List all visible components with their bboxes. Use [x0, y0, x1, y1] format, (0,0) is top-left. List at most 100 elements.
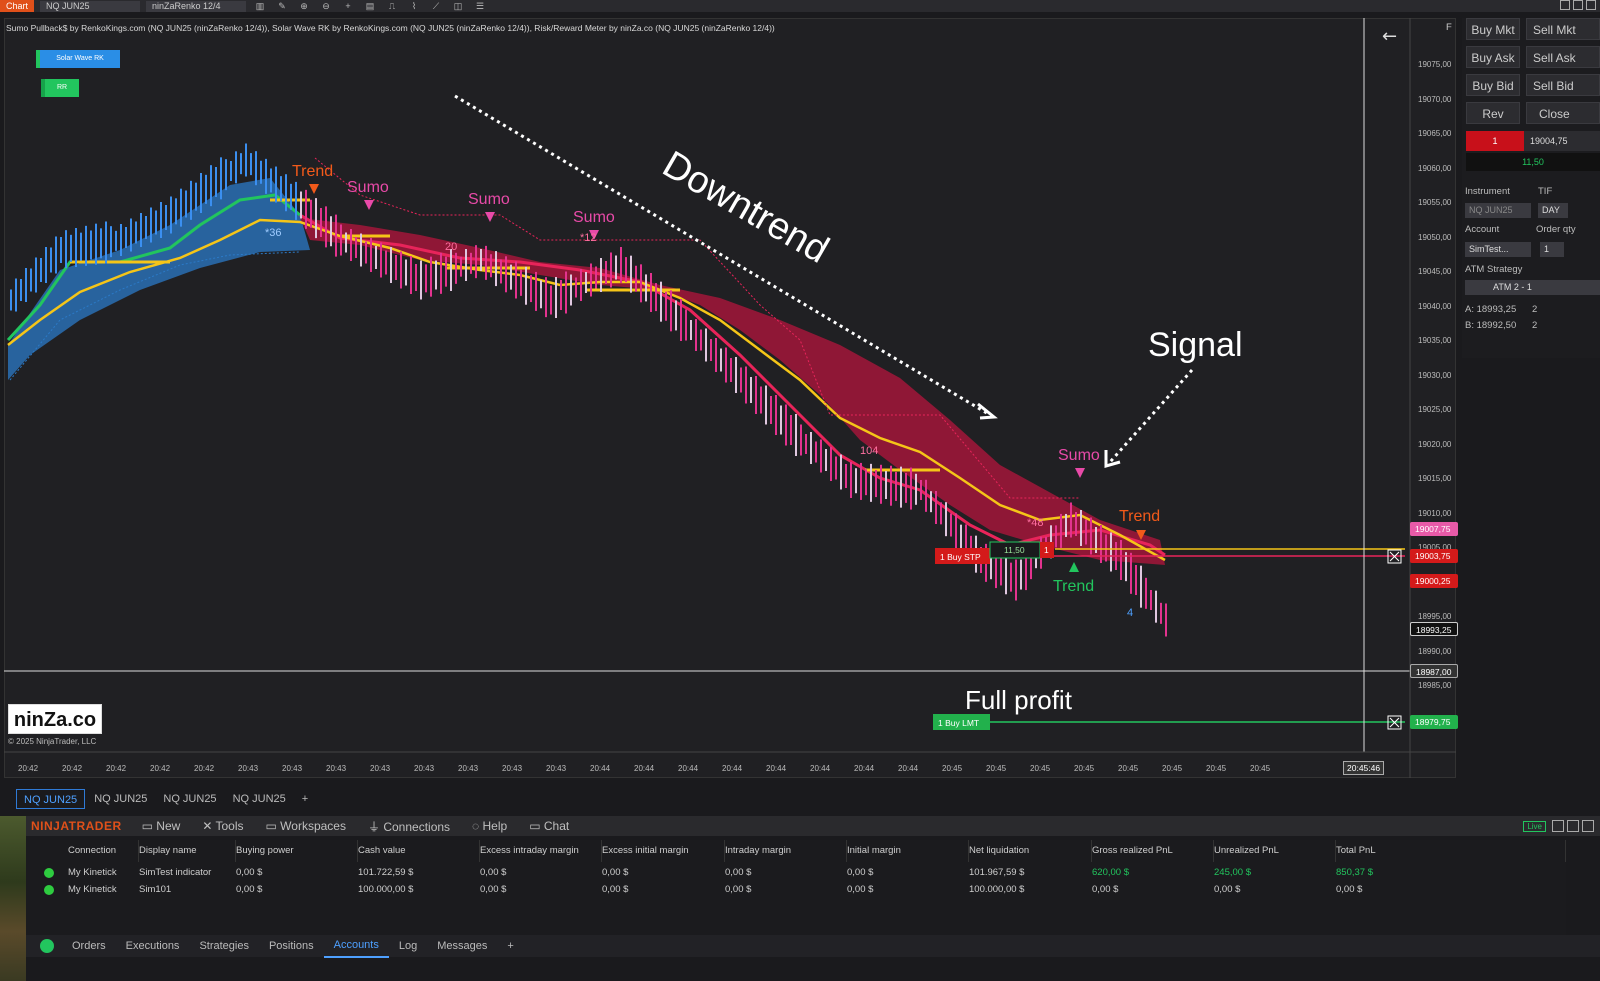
chart-tab-3[interactable]: NQ JUN25 [163, 793, 217, 805]
sell-bid-button[interactable]: Sell Bid [1526, 74, 1600, 96]
price-tag-target: 18979,75 [1410, 715, 1458, 729]
buy-bid-button[interactable]: Buy Bid [1466, 74, 1520, 96]
chart-tabstrip: NQ JUN25 NQ JUN25 NQ JUN25 NQ JUN25 + [16, 789, 315, 809]
renko-bar [930, 491, 932, 513]
menu-help[interactable]: ◌ Help [472, 819, 507, 833]
tab-messages[interactable]: Messages [437, 940, 488, 952]
tab-log[interactable]: Log [398, 940, 418, 952]
menu-chat[interactable]: ▭ Chat [529, 819, 569, 833]
tab-strategies[interactable]: Strategies [199, 940, 249, 952]
close-icon[interactable] [1586, 0, 1596, 10]
column-header[interactable]: Net liquidation [969, 840, 1092, 862]
bars-icon[interactable]: ▥ [255, 0, 265, 11]
account-cell: 0,00 $ [602, 884, 629, 895]
tab-executions[interactable]: Executions [125, 940, 180, 952]
renko-bar [1090, 517, 1092, 555]
price-axis-label: 18985,00 [1418, 681, 1452, 690]
chart-toolbar: Chart NQ JUN25 ninZaRenko 12/4 ▥ ✎ ⊕ ⊖ +… [0, 0, 1600, 12]
pencil-icon[interactable]: ✎ [278, 0, 286, 11]
legend-solar-wave[interactable]: Solar Wave RK [36, 50, 120, 68]
renko-bar [1015, 559, 1017, 601]
buy-market-button[interactable]: Buy Mkt [1466, 18, 1520, 40]
menu-connections[interactable]: ⏚ Connections [368, 818, 450, 835]
column-header[interactable]: Total PnL [1336, 840, 1566, 862]
atm-strategy-field[interactable]: ATM 2 - 1 [1465, 280, 1600, 295]
renko-bar [1000, 557, 1002, 586]
buy-ask-button[interactable]: Buy Ask [1466, 46, 1520, 68]
instrument-field[interactable]: NQ JUN25 [1465, 203, 1531, 218]
column-header[interactable]: Unrealized PnL [1214, 840, 1336, 862]
renko-bar [660, 281, 662, 322]
renko-bar [845, 464, 847, 488]
pnl-label: 11,50 [1004, 545, 1025, 555]
column-header[interactable]: Display name [139, 840, 236, 862]
renko-bar [815, 441, 817, 463]
sell-market-button[interactable]: Sell Mkt [1526, 18, 1600, 40]
renko-bar [860, 462, 862, 500]
f-label[interactable]: F [1446, 22, 1452, 33]
renko-bar [875, 470, 877, 498]
renko-bar [840, 454, 842, 490]
price-axis-label: 19075,00 [1418, 60, 1452, 69]
column-header[interactable]: Cash value [358, 840, 480, 862]
add-tab-icon[interactable]: + [301, 793, 309, 805]
legend-rr[interactable]: RR [41, 79, 79, 97]
column-header[interactable]: Gross realized PnL [1092, 840, 1214, 862]
cc-maximize-icon[interactable] [1567, 820, 1579, 832]
column-header[interactable]: Excess initial margin [602, 840, 725, 862]
column-header[interactable]: Excess intraday margin [480, 840, 602, 862]
time-axis-label: 20:45 [1030, 764, 1051, 773]
column-header[interactable]: Buying power [236, 840, 358, 862]
zoom-out-icon[interactable]: ⊖ [322, 0, 330, 11]
renko-bar [580, 269, 582, 301]
close-position-button[interactable]: Close [1526, 102, 1600, 124]
cc-minimize-icon[interactable] [1552, 820, 1564, 832]
order-qty-field[interactable]: 1 [1540, 242, 1564, 257]
menu-tools[interactable]: ✕ Tools [202, 819, 243, 833]
minimize-icon[interactable] [1560, 0, 1570, 10]
strategy-icon[interactable]: ⎍ [388, 0, 396, 11]
reverse-button[interactable]: Rev [1466, 102, 1520, 124]
properties-icon[interactable]: ▤ [365, 0, 375, 11]
chart-tab-4[interactable]: NQ JUN25 [232, 793, 286, 805]
chart-tab-2[interactable]: NQ JUN25 [94, 793, 148, 805]
instrument-select[interactable]: NQ JUN25 [40, 0, 141, 12]
add-tab-icon[interactable]: + [507, 940, 514, 952]
bartype-select[interactable]: ninZaRenko 12/4 [146, 0, 247, 12]
column-header[interactable]: Initial margin [847, 840, 969, 862]
account-cell: 245,00 $ [1214, 867, 1251, 878]
menu-new[interactable]: ▭ New [142, 819, 181, 833]
renko-bar [960, 524, 962, 549]
price-axis-label: 19065,00 [1418, 129, 1452, 138]
sell-ask-button[interactable]: Sell Ask [1526, 46, 1600, 68]
cc-close-icon[interactable] [1582, 820, 1594, 832]
renko-bar [315, 198, 317, 239]
zoom-in-icon[interactable]: ⊕ [300, 0, 308, 11]
drawing-icon[interactable]: ⟋ [432, 0, 440, 11]
renko-bar [245, 143, 247, 177]
renko-bar [390, 247, 392, 283]
crosshair-icon[interactable]: + [345, 1, 351, 11]
list-icon[interactable]: ☰ [475, 0, 485, 11]
count-label-104: 104 [860, 445, 878, 457]
account-field[interactable]: SimTest... [1465, 242, 1531, 257]
chart-tab[interactable]: Chart [0, 0, 35, 12]
renko-bar [955, 513, 957, 549]
renko-bar [265, 158, 267, 194]
price-axis-label: 19050,00 [1418, 232, 1452, 242]
column-header[interactable]: Intraday margin [725, 840, 847, 862]
renko-bar [345, 232, 347, 253]
tab-accounts[interactable]: Accounts [323, 934, 389, 958]
tif-field[interactable]: DAY [1538, 203, 1568, 218]
menu-workspaces[interactable]: ▭ Workspaces [266, 819, 346, 833]
time-axis-label: 20:45 [986, 764, 1007, 773]
maximize-icon[interactable] [1573, 0, 1583, 10]
indicator-icon[interactable]: ⌇ [411, 0, 417, 11]
tab-orders[interactable]: Orders [72, 940, 106, 952]
column-header[interactable]: Connection [68, 840, 139, 862]
trend-marker-green [1069, 562, 1079, 572]
renko-bar [550, 285, 552, 315]
chart-tab-1[interactable]: NQ JUN25 [16, 789, 86, 809]
tab-positions[interactable]: Positions [268, 940, 314, 952]
snapshot-icon[interactable]: ◫ [453, 0, 463, 11]
